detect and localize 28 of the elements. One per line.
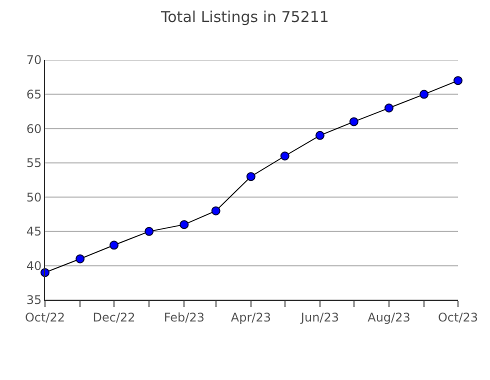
point	[384, 104, 394, 112]
y-tick-label: 60	[26, 122, 42, 136]
point	[211, 206, 220, 216]
point	[349, 117, 358, 126]
chart-title: Total Listings in 75211	[160, 8, 329, 26]
x-tick-label: Apr/23	[230, 310, 271, 324]
x-tick-label: Feb/23	[164, 310, 204, 324]
y-tick-label: 70	[26, 53, 42, 68]
x-tick-label: Oct/23	[438, 310, 478, 324]
point	[110, 240, 119, 250]
point	[246, 172, 256, 182]
point	[420, 90, 429, 99]
x-tick-label: Dec/22	[92, 310, 136, 324]
x-tick-label: Jun/23	[300, 310, 339, 324]
y-tick-label: 50	[26, 190, 42, 204]
point	[454, 76, 462, 86]
y-tick-label: 45	[26, 224, 42, 239]
point	[180, 220, 189, 230]
x-tick-label: Aug/23	[368, 310, 410, 324]
x-tick-label: Oct/22	[24, 310, 66, 324]
point	[144, 226, 154, 236]
y-tick-label: 55	[26, 156, 42, 170]
point	[315, 130, 324, 140]
y-tick-label: 65	[26, 87, 42, 102]
y-tick-label: 40	[26, 258, 42, 273]
y-tick-label: 35	[26, 293, 42, 308]
point	[280, 152, 290, 160]
point	[76, 254, 85, 264]
